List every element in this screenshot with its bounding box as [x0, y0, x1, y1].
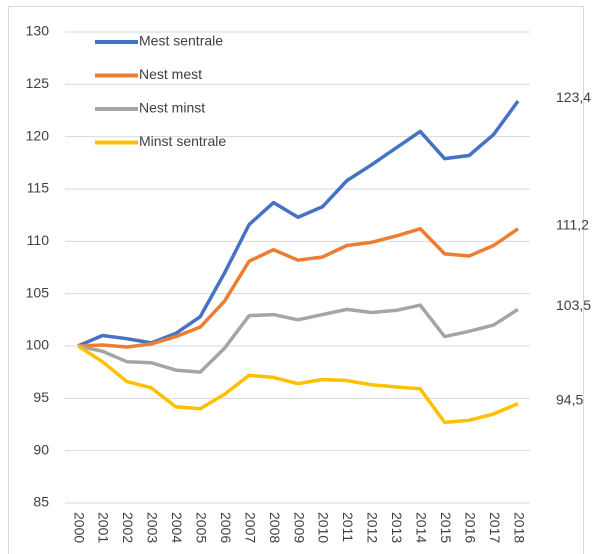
legend-label: Nest mest — [139, 66, 202, 82]
x-tick-label: 2006 — [218, 512, 234, 543]
x-tick-label: 2013 — [389, 512, 405, 543]
x-tick-label: 2003 — [145, 512, 161, 543]
y-tick-label: 115 — [27, 180, 50, 196]
y-tick-label: 90 — [33, 441, 49, 457]
value-label: 103,5 — [556, 297, 591, 313]
x-tick-label: 2009 — [291, 512, 307, 543]
value-label: 94,5 — [556, 391, 583, 407]
y-tick-label: 100 — [26, 337, 50, 353]
x-tick-label: 2001 — [96, 512, 112, 543]
series-line — [77, 227, 519, 349]
y-tick-label: 105 — [26, 284, 50, 300]
x-tick-label: 2011 — [340, 512, 356, 542]
legend-label: Minst sentrale — [139, 133, 226, 149]
y-tick-label: 130 — [26, 23, 50, 39]
x-tick-label: 2007 — [242, 512, 258, 543]
legend-label: Nest minst — [139, 100, 205, 116]
x-tick-label: 2008 — [267, 512, 283, 543]
y-tick-label: 110 — [27, 232, 50, 248]
x-tick-label: 2014 — [414, 512, 430, 543]
series-line — [77, 344, 519, 425]
x-tick-label: 2005 — [194, 512, 210, 543]
y-tick-label: 120 — [26, 127, 50, 143]
x-tick-label: 2015 — [438, 512, 454, 543]
x-tick-label: 2012 — [365, 512, 381, 543]
x-tick-label: 2010 — [316, 512, 332, 543]
x-tick-label: 2017 — [487, 512, 503, 543]
x-tick-label: 2018 — [511, 512, 527, 543]
legend-label: Mest sentrale — [139, 33, 223, 49]
x-tick-label: 2004 — [169, 512, 185, 543]
chart-frame — [8, 6, 584, 554]
x-tick-label: 2000 — [71, 512, 87, 543]
y-tick-label: 125 — [26, 75, 50, 91]
value-label: 111,2 — [556, 216, 589, 232]
value-label: 123,4 — [556, 89, 591, 105]
series-line — [77, 303, 519, 374]
x-tick-label: 2002 — [120, 512, 136, 543]
x-tick-label: 2016 — [462, 512, 478, 543]
y-tick-label: 85 — [33, 494, 49, 510]
y-tick-label: 95 — [33, 389, 49, 405]
